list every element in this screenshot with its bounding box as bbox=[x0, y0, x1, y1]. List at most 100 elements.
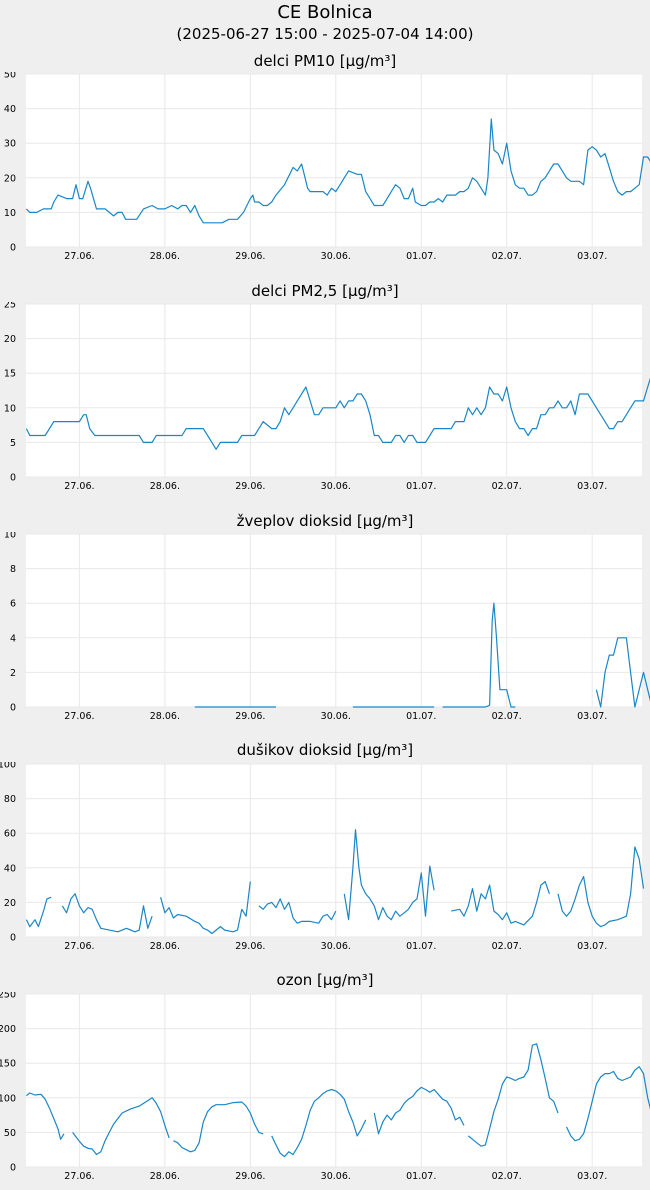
y-tick-label: 0 bbox=[10, 703, 16, 714]
y-tick-label: 10 bbox=[4, 208, 16, 219]
x-tick-label: 02.07. bbox=[492, 251, 522, 262]
x-tick-label: 03.07. bbox=[577, 711, 607, 722]
y-tick-label: 20 bbox=[4, 898, 16, 909]
x-tick-label: 01.07. bbox=[406, 481, 436, 492]
y-tick-label: 80 bbox=[4, 794, 16, 805]
plot-area bbox=[26, 994, 642, 1167]
x-tick-label: 27.06. bbox=[64, 1171, 94, 1182]
pm10-chart: 0 10 20 30 40 50 27.06. 28.06. 29.06. 30.06. 01.07… bbox=[4, 72, 650, 262]
series-line bbox=[173, 1101, 264, 1153]
x-tick-label: 29.06. bbox=[235, 711, 265, 722]
series-line bbox=[343, 829, 435, 921]
x-tick-label: 02.07. bbox=[492, 941, 522, 952]
series-line bbox=[25, 377, 650, 450]
y-tick-label: 30 bbox=[4, 139, 16, 150]
series-line bbox=[61, 893, 153, 933]
x-tick-label: 27.06. bbox=[64, 941, 94, 952]
x-tick-label: 03.07. bbox=[577, 941, 607, 952]
y-tick-label: 10 bbox=[4, 532, 16, 541]
y-tick-label: 8 bbox=[10, 564, 16, 575]
y-tick-label: 200 bbox=[0, 1024, 16, 1035]
plot-area bbox=[26, 304, 642, 477]
x-tick-label: 03.07. bbox=[577, 1171, 607, 1182]
chart-title-pm25: delci PM2,5 [µg/m³] bbox=[251, 282, 399, 300]
series-line bbox=[467, 1043, 559, 1147]
y-tick-label: 0 bbox=[10, 1163, 16, 1174]
series-line bbox=[160, 881, 251, 935]
y-tick-label: 25 bbox=[4, 302, 16, 311]
series-line bbox=[451, 880, 550, 926]
x-tick-label: 29.06. bbox=[235, 1171, 265, 1182]
y-tick-label: 15 bbox=[4, 369, 16, 380]
series-line bbox=[557, 846, 645, 928]
series-line bbox=[25, 118, 650, 224]
y-tick-label: 20 bbox=[4, 173, 16, 184]
series-line bbox=[26, 1092, 65, 1140]
x-tick-label: 27.06. bbox=[64, 251, 94, 262]
x-tick-label: 02.07. bbox=[492, 481, 522, 492]
y-tick-label: 100 bbox=[0, 762, 16, 771]
series-line bbox=[271, 1088, 367, 1158]
station-title: CE Bolnica bbox=[277, 2, 373, 23]
x-tick-label: 30.06. bbox=[321, 481, 351, 492]
plot-area bbox=[26, 534, 642, 707]
x-tick-label: 30.06. bbox=[321, 1171, 351, 1182]
ozone-chart: 0 50 100 150 200 250 27.06. 28.06. 29.06. 30.06. 0… bbox=[0, 992, 650, 1182]
y-tick-label: 60 bbox=[4, 829, 16, 840]
x-tick-label: 01.07. bbox=[406, 941, 436, 952]
x-tick-label: 29.06. bbox=[235, 941, 265, 952]
series-line bbox=[373, 1086, 465, 1135]
pm25-chart: 0 5 10 15 20 25 27.06. 28.06. 29.06. 30.06. 01.07.… bbox=[4, 302, 650, 492]
x-tick-label: 28.06. bbox=[150, 1171, 180, 1182]
y-tick-label: 0 bbox=[10, 473, 16, 484]
x-tick-label: 28.06. bbox=[150, 941, 180, 952]
x-tick-label: 02.07. bbox=[492, 711, 522, 722]
x-tick-label: 28.06. bbox=[150, 711, 180, 722]
no2-chart: 0 20 40 60 80 100 27.06. 28.06. 29.06. 30.06. 01.0… bbox=[0, 762, 645, 952]
x-tick-label: 01.07. bbox=[406, 711, 436, 722]
chart-title-no2: dušikov dioksid [µg/m³] bbox=[236, 741, 414, 759]
y-tick-label: 20 bbox=[4, 334, 16, 345]
y-tick-label: 100 bbox=[0, 1093, 16, 1104]
x-tick-label: 27.06. bbox=[64, 481, 94, 492]
y-tick-label: 0 bbox=[10, 243, 16, 254]
y-tick-label: 40 bbox=[4, 863, 16, 874]
x-tick-label: 01.07. bbox=[406, 1171, 436, 1182]
so2-chart: 0 2 4 6 8 10 27.06. 28.06. 29.06. 30.06. 01.07. 02.… bbox=[4, 532, 650, 722]
series-line bbox=[72, 1097, 170, 1156]
y-tick-label: 2 bbox=[10, 668, 16, 679]
x-tick-label: 01.07. bbox=[406, 251, 436, 262]
y-tick-label: 0 bbox=[10, 933, 16, 944]
x-tick-label: 27.06. bbox=[64, 711, 94, 722]
chart-title-ozone: ozon [µg/m³] bbox=[276, 971, 374, 989]
y-tick-label: 50 bbox=[4, 72, 16, 81]
x-tick-label: 29.06. bbox=[235, 251, 265, 262]
x-tick-label: 30.06. bbox=[321, 711, 351, 722]
series-line bbox=[442, 602, 516, 708]
y-tick-label: 40 bbox=[4, 104, 16, 115]
y-tick-label: 150 bbox=[0, 1059, 16, 1070]
chart-title-so2: žveplov dioksid [µg/m³] bbox=[236, 512, 414, 530]
plot-area bbox=[26, 74, 642, 247]
x-tick-label: 03.07. bbox=[577, 481, 607, 492]
time-range: (2025-06-27 15:00 - 2025-07-04 14:00) bbox=[176, 25, 474, 43]
x-tick-label: 03.07. bbox=[577, 251, 607, 262]
x-tick-label: 29.06. bbox=[235, 481, 265, 492]
x-tick-label: 30.06. bbox=[321, 251, 351, 262]
series-line bbox=[25, 896, 52, 928]
series-line bbox=[595, 637, 650, 708]
chart-title-pm10: delci PM10 [µg/m³] bbox=[253, 52, 397, 70]
series-line bbox=[565, 1066, 650, 1142]
x-tick-label: 02.07. bbox=[492, 1171, 522, 1182]
y-tick-label: 4 bbox=[10, 633, 16, 644]
y-tick-label: 10 bbox=[4, 403, 16, 414]
series-line bbox=[258, 898, 337, 924]
y-tick-label: 250 bbox=[0, 992, 16, 1001]
x-tick-label: 28.06. bbox=[150, 481, 180, 492]
x-tick-label: 28.06. bbox=[150, 251, 180, 262]
y-tick-label: 6 bbox=[10, 599, 16, 610]
y-tick-label: 50 bbox=[4, 1128, 16, 1139]
x-tick-label: 30.06. bbox=[321, 941, 351, 952]
plot-area bbox=[26, 764, 642, 937]
chart-header: CE Bolnica (2025-06-27 15:00 - 2025-07-0… bbox=[0, 0, 650, 48]
